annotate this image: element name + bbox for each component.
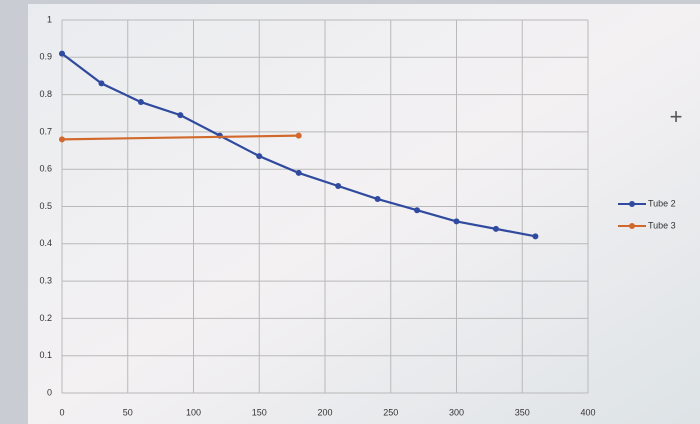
- data-point: [453, 218, 460, 225]
- y-tick-label: 0.8: [39, 89, 52, 99]
- add-icon[interactable]: +: [670, 104, 683, 129]
- data-point: [59, 50, 65, 57]
- data-point: [137, 99, 144, 106]
- data-point: [492, 225, 499, 232]
- y-tick-label: 0.1: [39, 350, 52, 360]
- y-tick-label: 0.6: [39, 164, 52, 174]
- x-tick-label: 200: [317, 407, 332, 417]
- y-tick-label: 1: [47, 14, 52, 24]
- legend-marker: [629, 201, 635, 207]
- x-tick-label: 100: [186, 407, 201, 417]
- y-tick-label: 0.4: [39, 238, 52, 248]
- x-tick-label: 250: [383, 407, 398, 417]
- data-point: [335, 182, 342, 189]
- data-point: [295, 132, 302, 139]
- data-point: [532, 233, 539, 240]
- data-point: [295, 169, 302, 176]
- y-tick-label: 0.5: [39, 201, 52, 211]
- legend-label: Tube 2: [648, 198, 676, 208]
- x-tick-label: 350: [515, 407, 530, 417]
- x-tick-label: 0: [59, 407, 64, 417]
- x-tick-label: 50: [123, 407, 133, 417]
- y-tick-label: 0.9: [39, 52, 52, 62]
- legend-label: Tube 3: [648, 220, 676, 230]
- x-tick-label: 300: [449, 407, 464, 417]
- legend-marker: [629, 223, 635, 229]
- x-tick-label: 400: [580, 407, 595, 417]
- chart-background: [28, 4, 700, 424]
- y-tick-label: 0.7: [39, 126, 52, 136]
- data-point: [256, 153, 263, 160]
- data-point: [177, 112, 184, 119]
- x-tick-label: 150: [252, 407, 267, 417]
- data-point: [374, 196, 381, 203]
- data-point: [98, 80, 105, 87]
- y-tick-label: 0.2: [39, 313, 52, 323]
- data-point: [59, 136, 65, 143]
- y-tick-label: 0.3: [39, 275, 52, 285]
- series-line: [61, 134, 299, 141]
- y-tick-label: 0: [47, 387, 52, 397]
- data-point: [414, 207, 421, 214]
